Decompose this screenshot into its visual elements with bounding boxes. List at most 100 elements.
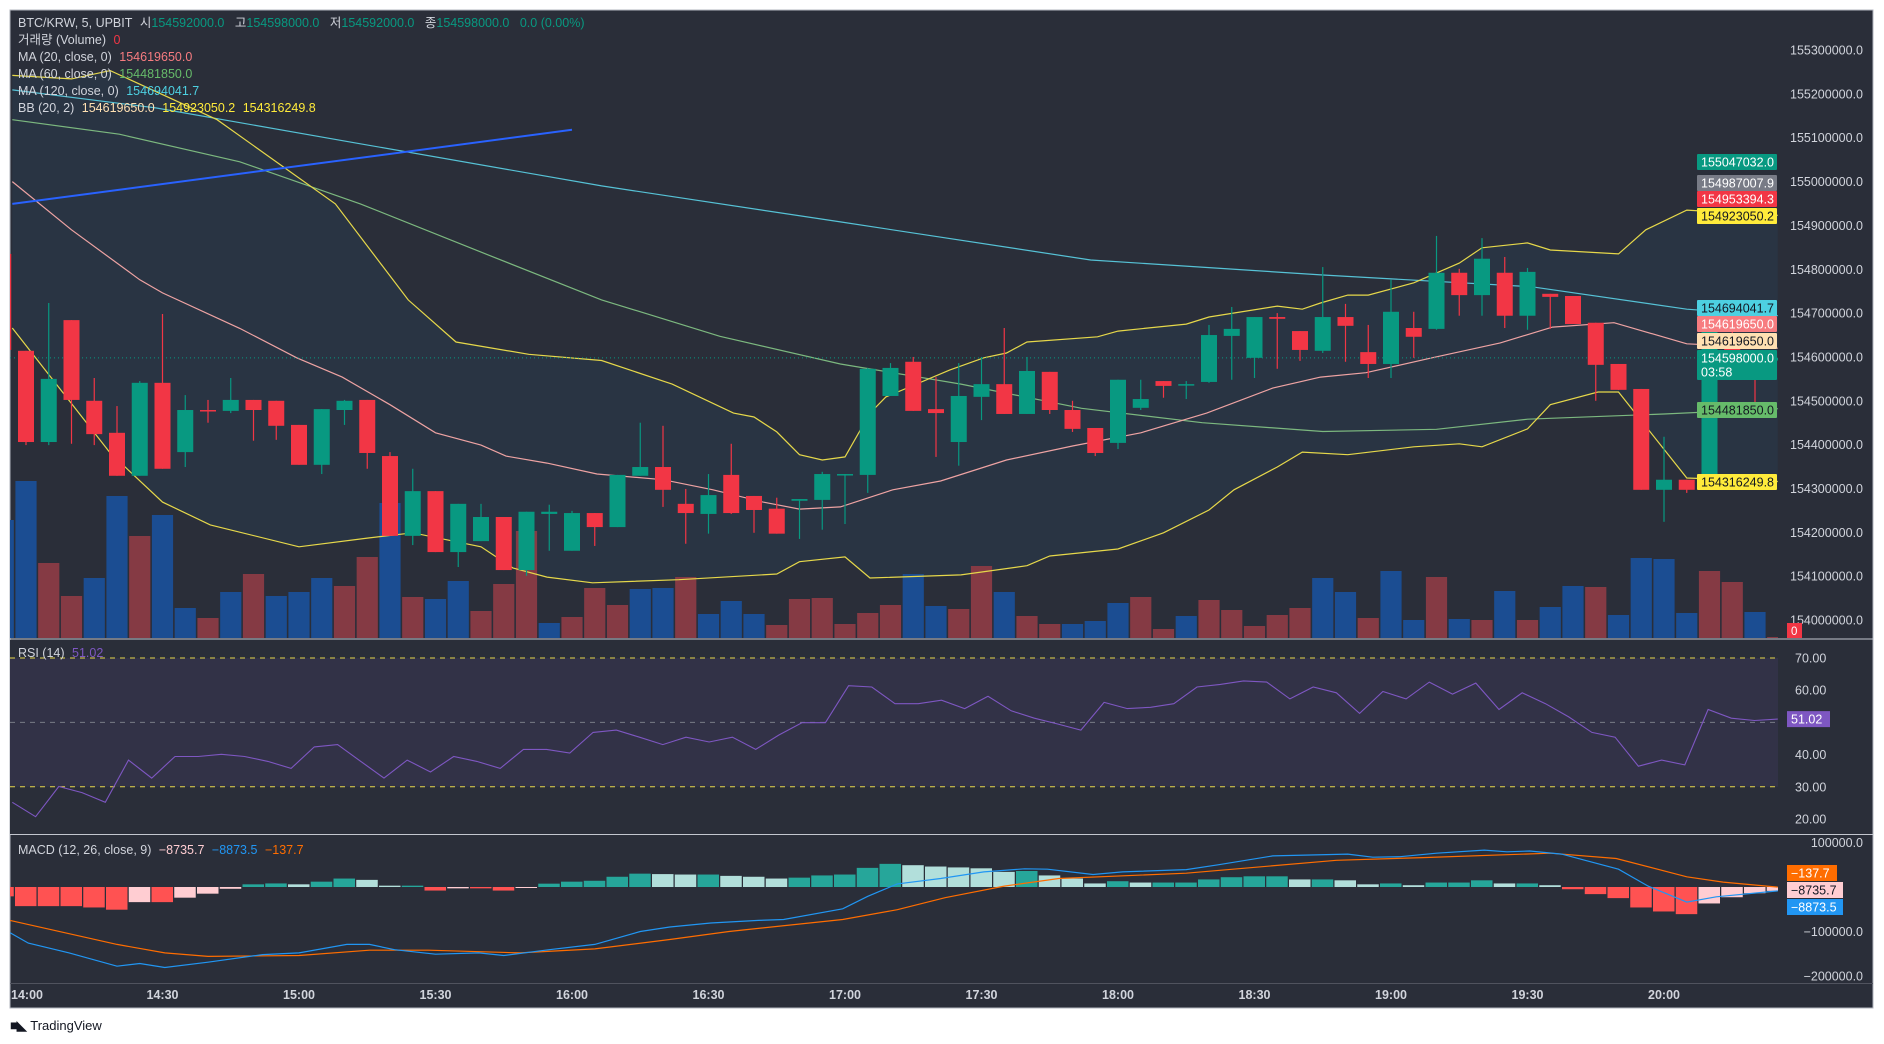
candle[interactable] <box>518 511 535 576</box>
candle[interactable] <box>973 356 990 421</box>
candle[interactable] <box>1110 379 1126 450</box>
candle[interactable] <box>313 409 330 475</box>
candle[interactable] <box>1314 267 1331 354</box>
candle[interactable] <box>1474 238 1490 316</box>
candle[interactable] <box>1155 381 1172 398</box>
candle[interactable] <box>245 399 262 441</box>
candle[interactable] <box>541 504 558 551</box>
ma120-legend[interactable]: MA (120, close, 0) 154694041.7 <box>18 83 203 100</box>
candle[interactable] <box>1292 331 1308 361</box>
candle[interactable] <box>768 497 785 534</box>
candle[interactable] <box>1610 363 1627 390</box>
macd-histogram-bar <box>1448 882 1470 887</box>
candle[interactable] <box>200 399 216 423</box>
candle[interactable] <box>882 363 899 396</box>
ma60-legend[interactable]: MA (60, close, 0) 154481850.0 <box>18 66 196 83</box>
candle[interactable] <box>1587 322 1604 401</box>
candle[interactable] <box>1360 324 1377 378</box>
macd-histogram-bar <box>1357 884 1379 887</box>
candle[interactable] <box>86 377 103 446</box>
candle[interactable] <box>1132 379 1149 411</box>
candle[interactable] <box>1087 427 1104 457</box>
volume-bar <box>606 605 629 638</box>
candle[interactable] <box>154 313 171 469</box>
candle[interactable] <box>495 517 512 571</box>
candle[interactable] <box>1246 317 1263 378</box>
volume-bar <box>1607 615 1630 638</box>
candle[interactable] <box>586 513 603 546</box>
candle[interactable] <box>40 303 57 446</box>
candle[interactable] <box>950 363 967 466</box>
price-tag: 155047032.0 <box>1697 154 1777 170</box>
candle[interactable] <box>1223 306 1240 380</box>
candle[interactable] <box>1565 295 1581 325</box>
candle[interactable] <box>814 471 831 530</box>
candle[interactable] <box>1019 356 1035 414</box>
candle[interactable] <box>609 474 626 528</box>
macd-pane-content[interactable] <box>0 849 1788 969</box>
tradingview-logo[interactable]: ■◣ TradingView <box>10 1017 102 1034</box>
candle[interactable] <box>791 499 808 539</box>
candle[interactable] <box>837 474 853 525</box>
macd-legend[interactable]: MACD (12, 26, close, 9) −8735.7 −8873.5 … <box>18 842 308 859</box>
candle[interactable] <box>859 367 876 493</box>
candle[interactable] <box>677 488 694 544</box>
candle[interactable] <box>723 443 740 514</box>
candle-body <box>1314 317 1331 351</box>
candle[interactable] <box>404 468 421 546</box>
candle[interactable] <box>1633 388 1650 490</box>
candle[interactable] <box>131 381 148 476</box>
ma20-legend[interactable]: MA (20, close, 0) 154619650.0 <box>18 49 196 66</box>
candle[interactable] <box>632 422 649 476</box>
candle[interactable] <box>996 328 1013 414</box>
candle[interactable] <box>0 253 12 350</box>
candle[interactable] <box>1451 268 1468 316</box>
candle[interactable] <box>1405 311 1422 358</box>
candle[interactable] <box>18 350 34 446</box>
candle[interactable] <box>746 495 762 533</box>
candle[interactable] <box>928 377 944 457</box>
candle[interactable] <box>905 356 922 411</box>
main-pane[interactable] <box>0 69 1788 638</box>
macd-histogram-bar <box>401 885 424 887</box>
candle[interactable] <box>473 503 489 542</box>
candle[interactable] <box>336 399 353 425</box>
rsi-pane-content[interactable] <box>10 657 1778 818</box>
candle[interactable] <box>268 400 285 440</box>
candle[interactable] <box>382 452 398 536</box>
candle[interactable] <box>291 424 307 465</box>
macd-histogram-bar <box>1038 875 1061 887</box>
candle[interactable] <box>1428 235 1445 330</box>
candle[interactable] <box>1041 371 1058 414</box>
candle[interactable] <box>109 406 125 476</box>
rsi-legend[interactable]: RSI (14) 51.02 <box>18 645 107 662</box>
candle[interactable] <box>1678 479 1695 493</box>
volume-bar <box>1494 591 1516 638</box>
candle[interactable] <box>1337 303 1354 362</box>
candle[interactable] <box>359 399 376 469</box>
price-tag: 154619650.0 <box>1697 316 1777 332</box>
candle[interactable] <box>427 491 444 553</box>
candle[interactable] <box>655 425 671 507</box>
candle[interactable] <box>1201 324 1217 383</box>
candle[interactable] <box>564 510 580 551</box>
candle[interactable] <box>700 474 717 534</box>
candle[interactable] <box>177 395 194 468</box>
candle[interactable] <box>1519 267 1536 330</box>
candle[interactable] <box>63 320 80 444</box>
time-axis-label: 18:00 <box>1102 988 1134 1002</box>
candle[interactable] <box>1496 256 1513 329</box>
bb-legend[interactable]: BB (20, 2) 154619650.0 154923050.2 15431… <box>18 100 320 117</box>
candle[interactable] <box>1269 313 1286 369</box>
candle[interactable] <box>1064 400 1081 432</box>
candle[interactable] <box>1656 436 1672 522</box>
candle[interactable] <box>1383 279 1399 378</box>
candle[interactable] <box>450 503 467 567</box>
candle[interactable] <box>1542 293 1559 329</box>
volume-legend[interactable]: 거래량 (Volume) 0 <box>18 32 124 49</box>
candle[interactable] <box>222 377 239 414</box>
symbol-title[interactable]: BTC/KRW, 5, UPBIT <box>18 16 133 30</box>
candle[interactable] <box>1178 381 1195 400</box>
ma20-label: MA (20, close, 0) <box>18 50 112 64</box>
